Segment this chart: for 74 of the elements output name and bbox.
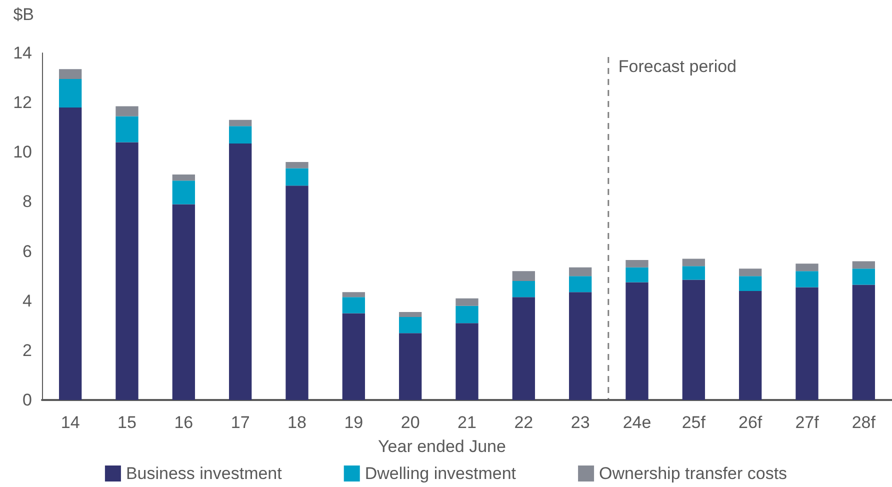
y-tick-label: 0 <box>22 390 32 410</box>
bar <box>286 186 308 400</box>
legend-label: Business investment <box>126 464 282 483</box>
x-tick-label: 18 <box>288 413 306 432</box>
x-tick-label: 15 <box>118 413 136 432</box>
bar <box>682 258 705 266</box>
bar <box>399 333 422 400</box>
bar <box>59 79 82 108</box>
bar <box>229 126 252 144</box>
bar <box>626 267 648 282</box>
x-tick-label: 25f <box>682 413 706 432</box>
bar <box>116 106 138 116</box>
x-tick-label: 27f <box>795 413 820 432</box>
bar <box>456 306 478 324</box>
bar <box>342 313 365 400</box>
y-tick-label: 14 <box>13 44 32 62</box>
bar <box>286 162 308 168</box>
bar <box>626 282 648 400</box>
annotation: Forecast period <box>618 57 737 76</box>
bar <box>172 174 195 181</box>
bar <box>172 180 195 204</box>
x-tick-label: 26f <box>738 413 762 432</box>
x-tick-label: 19 <box>344 413 364 432</box>
x-tick-label: 22 <box>514 413 534 432</box>
bar <box>229 143 252 400</box>
bar <box>399 316 422 334</box>
bar <box>682 266 705 280</box>
y-axis-title: $B <box>13 5 34 24</box>
bar <box>852 268 875 285</box>
bar <box>59 69 82 80</box>
bar <box>796 264 818 272</box>
bar <box>286 168 308 186</box>
legend-label: Ownership transfer costs <box>599 464 788 483</box>
bar <box>342 292 365 298</box>
bar <box>852 261 875 269</box>
bar <box>172 204 195 400</box>
x-tick-label: 21 <box>458 413 476 432</box>
legend-label: Dwelling investment <box>364 464 516 483</box>
y-tick-label: 6 <box>22 242 32 261</box>
bar <box>569 292 592 400</box>
bar <box>739 268 762 276</box>
bar <box>116 142 138 400</box>
x-tick-label: 14 <box>60 413 80 432</box>
bar <box>626 260 648 268</box>
bar <box>796 271 818 288</box>
y-tick-label: 2 <box>22 340 32 360</box>
y-tick-label: 12 <box>13 93 32 112</box>
y-tick-label: 4 <box>22 291 32 310</box>
y-tick-label: 8 <box>22 192 32 212</box>
bar <box>796 287 818 400</box>
bar <box>59 108 82 400</box>
x-tick-label: 23 <box>570 413 590 432</box>
y-tick-label: 10 <box>13 142 32 162</box>
bar <box>229 120 252 126</box>
bar <box>739 290 762 400</box>
x-tick-label: 28f <box>852 413 876 432</box>
bar <box>116 116 138 142</box>
bar <box>512 281 535 298</box>
x-tick-label: 20 <box>400 413 420 432</box>
x-tick-label: 16 <box>174 413 194 432</box>
bar <box>569 267 592 276</box>
bar <box>512 271 535 282</box>
bar <box>399 312 422 317</box>
bar <box>456 298 478 306</box>
x-tick-label: 24e <box>622 413 652 432</box>
bar <box>739 276 762 291</box>
bar <box>456 323 478 400</box>
bar <box>569 276 592 292</box>
x-tick-label: 17 <box>230 413 250 432</box>
bar <box>512 297 535 400</box>
x-axis-title: Year ended June <box>378 437 506 456</box>
bar <box>342 297 365 314</box>
bar <box>852 284 875 400</box>
bar <box>682 280 705 400</box>
